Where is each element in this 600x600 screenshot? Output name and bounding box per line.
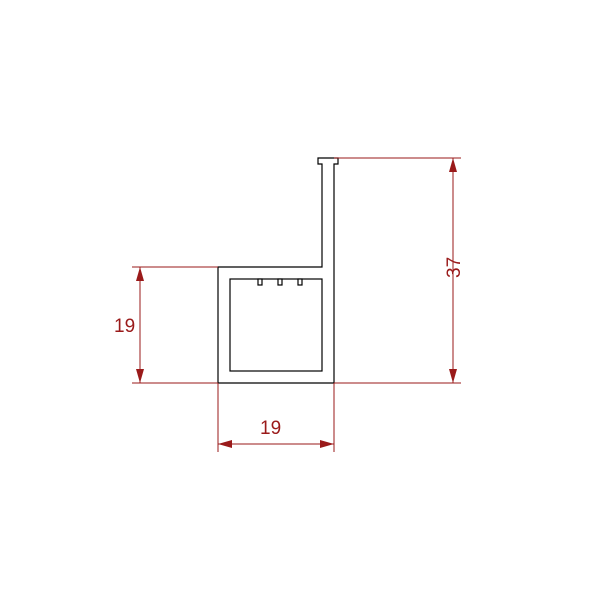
- arrowhead: [136, 369, 144, 383]
- dim-bottom-label: 19: [260, 418, 281, 439]
- dim-bottom: 19: [218, 383, 334, 452]
- profile-shape: [218, 158, 338, 383]
- dim-left-label: 19: [114, 316, 135, 337]
- dim-right-label: 37: [444, 257, 465, 278]
- dim-left: 19: [114, 267, 218, 383]
- profile-inner-hollow: [230, 279, 322, 371]
- arrowhead: [320, 440, 334, 448]
- dim-right: 37: [334, 158, 465, 383]
- arrowhead: [449, 158, 457, 172]
- profile-notch-2: [298, 279, 302, 285]
- profile-notch-1: [278, 279, 282, 285]
- arrowhead: [218, 440, 232, 448]
- arrowhead: [136, 267, 144, 281]
- technical-drawing: 19 19 37: [0, 0, 600, 600]
- profile-notch-0: [258, 279, 262, 285]
- arrowhead: [449, 369, 457, 383]
